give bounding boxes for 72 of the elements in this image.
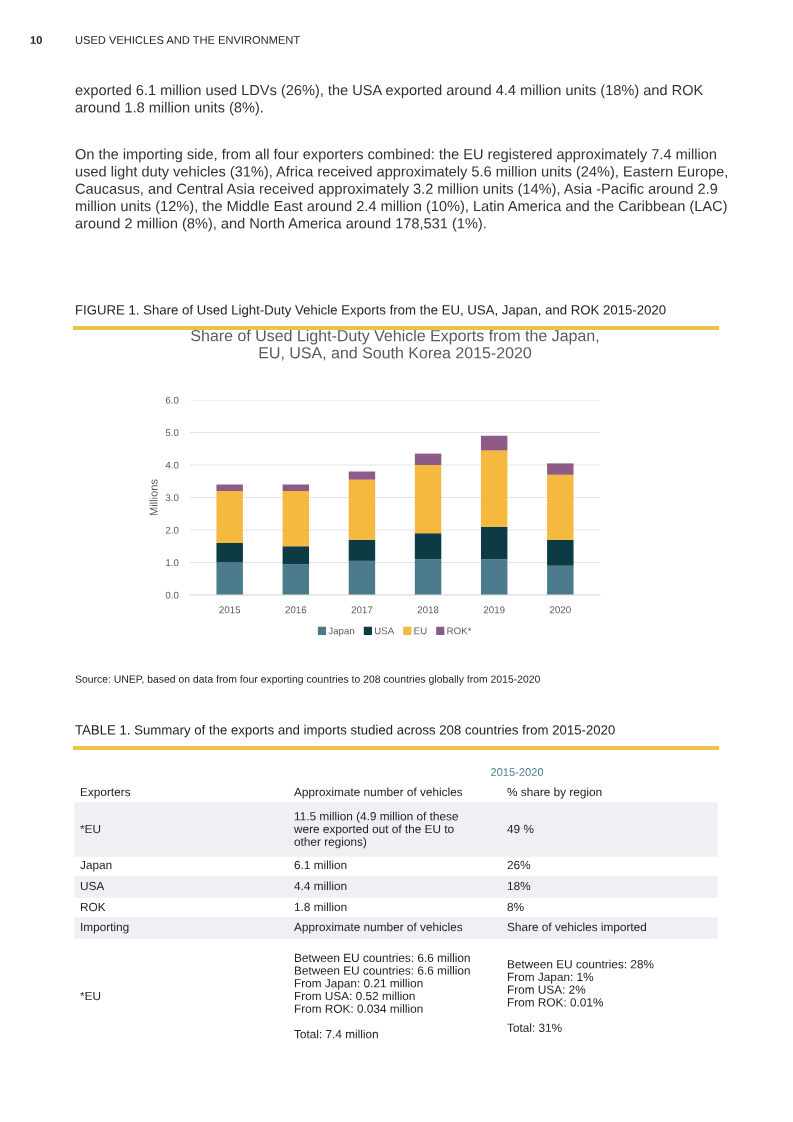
bar	[480, 559, 508, 595]
text: 10	[30, 36, 42, 44]
text: % share by region	[507, 787, 602, 799]
source-note: Source: UNEP, based on data from four exporting countries to 208 countries globally from 2015-2020	[75, 675, 540, 685]
bar	[216, 562, 243, 595]
text: On the importing side, from all four exporters combined: the EU registered approximately 7.4 million used light duty vehicles (31%), Africa received approximately 5.6 million units (24%), Eastern Europe, Caucasus, and Central Asia received approximately 3.2 million units (14%), Asia -Pacific around 2.9 million units (12%), the Middle East around 2.4 million (10%), Latin America and the Caribbean (LAC) around 2 million (8%), and North America around 178,531 (1%).	[75, 148, 728, 232]
bar	[216, 484, 243, 491]
bar	[414, 465, 442, 534]
text: *EU	[80, 991, 101, 1001]
y-tick-label: 1.0	[166, 559, 179, 567]
bar	[282, 564, 310, 595]
text: 1.8 million	[294, 902, 347, 912]
text: 26%	[507, 860, 531, 870]
text: ROK	[80, 902, 106, 912]
bar	[480, 450, 508, 527]
x-tick-label: 2015	[219, 606, 241, 614]
bar	[547, 539, 574, 566]
text: Exporters	[80, 787, 131, 799]
legend-label: USA	[374, 627, 395, 635]
text: Importing	[81, 922, 129, 934]
bar	[547, 463, 574, 475]
text: Between EU countries: 28% From Japan: 1% From USA: 2% From ROK: 0.01% Total: 31%	[507, 959, 654, 1032]
x-tick-label: 2020	[550, 606, 571, 614]
text: Between EU countries: 6.6 million Between EU countries: 6.6 million From Japan: 0.21 million From USA: 0.52 million From ROK: 0.034 million Total: 7.4 million	[294, 953, 470, 1039]
text: Approximate number of vehicles	[294, 922, 463, 934]
text: *EU	[80, 824, 101, 834]
text: 6.1 million	[294, 860, 347, 870]
text: Share of vehicles imported	[507, 922, 647, 934]
bar	[414, 453, 442, 465]
caption: TABLE 1. Summary of the exports and imports studied across 208 countries from 2015-2020	[75, 724, 615, 738]
y-tick-label: 3.0	[165, 494, 179, 502]
text: 8%	[507, 902, 524, 912]
text: USED VEHICLES AND THE ENVIRONMENT	[75, 36, 300, 44]
text: 4.4 million	[294, 881, 347, 891]
text: 18%	[507, 881, 531, 891]
x-tick-label: 2018	[417, 606, 439, 614]
x-tick-label: 2017	[351, 606, 373, 614]
bar	[480, 526, 508, 560]
caption: FIGURE 1. Share of Used Light-Duty Vehicle Exports from the EU, USA, Japan, and ROK 2015-2020	[76, 304, 666, 318]
bar	[348, 471, 376, 480]
text: 49 %	[507, 824, 534, 834]
bar	[414, 559, 442, 595]
y-tick-label: 0.0	[165, 591, 179, 599]
y-tick-label: 2.0	[165, 526, 179, 534]
bar	[216, 491, 243, 543]
legend-label: ROK*	[447, 627, 472, 635]
chart-title: Share of Used Light-Duty Vehicle Exports from the Japan, EU, USA, and South Korea 2015-2020	[191, 329, 599, 361]
bar	[348, 539, 376, 561]
bar	[282, 484, 310, 491]
bar	[348, 560, 376, 595]
bar	[282, 491, 310, 547]
bar	[282, 546, 310, 565]
text: 2015-2020	[490, 768, 544, 776]
text: 11.5 million (4.9 million of these were exported out of the EU to other regions)	[293, 811, 458, 849]
bar	[547, 474, 574, 540]
legend-label: EU	[414, 627, 427, 635]
x-tick-label: 2019	[483, 606, 505, 614]
bar	[547, 565, 574, 595]
text: Approximate number of vehicles	[294, 787, 463, 799]
y-axis-title: Millions	[149, 479, 158, 516]
bar	[216, 543, 243, 563]
y-tick-label: 6.0	[165, 396, 179, 404]
bar	[348, 479, 376, 540]
x-tick-label: 2016	[285, 606, 307, 614]
legend-label: Japan	[328, 627, 355, 637]
y-tick-label: 5.0	[165, 429, 179, 437]
bar	[480, 435, 508, 451]
text: Japan	[80, 860, 112, 872]
y-tick-label: 4.0	[165, 461, 179, 469]
text: exported 6.1 million used LDVs (26%), the USA exported around 4.4 million units (18%) and ROK around 1.8 million units (8%).	[75, 84, 704, 116]
bar	[414, 533, 442, 560]
text: USA	[80, 881, 105, 891]
